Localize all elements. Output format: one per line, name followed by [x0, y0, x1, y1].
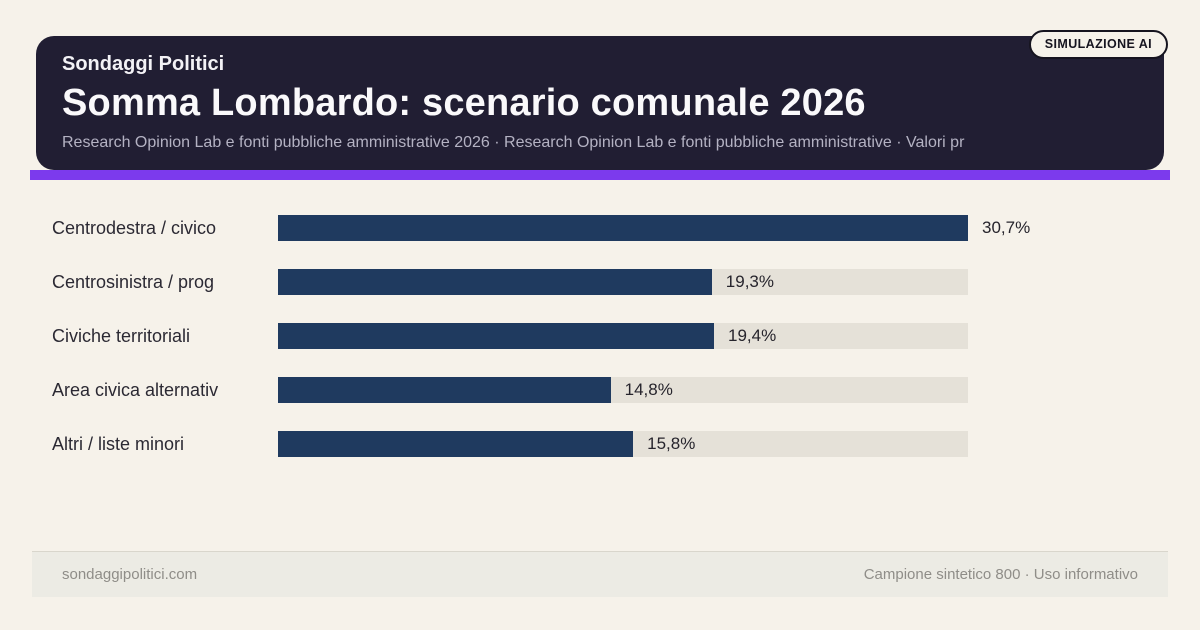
category-label: Civiche territoriali [52, 325, 191, 346]
bar-fill [278, 377, 611, 403]
bar-track: 15,8% [278, 431, 968, 457]
chart-row: Altri / liste minori 15,8% [52, 431, 1172, 457]
value-label: 14,8% [624, 380, 673, 399]
chart-row: Area civica alternativ 14,8% [52, 377, 1172, 403]
chart-row: Centrosinistra / prog 19,3% [52, 269, 1172, 295]
bar-track: 19,4% [278, 323, 968, 349]
page-title: Somma Lombardo: scenario comunale 2026 [62, 82, 866, 124]
bar-track: 14,8% [278, 377, 968, 403]
footer-site: sondaggipolitici.com [62, 566, 198, 583]
header-kicker: Sondaggi Politici [62, 53, 225, 75]
simulation-badge: SIMULAZIONE AI [1028, 30, 1168, 59]
bar-track: 19,3% [278, 269, 968, 295]
bar-fill [278, 431, 634, 457]
chart-row: Civiche territoriali 19,4% [52, 323, 1172, 349]
category-label: Altri / liste minori [52, 433, 185, 454]
bar-track: 30,7% [278, 215, 1030, 241]
category-label: Centrodestra / civico [52, 217, 217, 238]
footer: sondaggipolitici.com Campione sintetico … [32, 551, 1168, 597]
header-subtitle: Research Opinion Lab e fonti pubbliche a… [62, 134, 965, 151]
value-label: 30,7% [982, 218, 1031, 237]
value-label: 19,4% [728, 326, 777, 345]
value-label: 19,3% [725, 272, 774, 291]
category-label: Centrosinistra / prog [52, 271, 215, 292]
bar-fill [278, 215, 968, 241]
bar-chart: Centrodestra / civico 30,7% Centrosinistra… [52, 215, 1172, 457]
bar-fill [278, 323, 714, 349]
bar-fill [278, 269, 712, 295]
accent-bar [30, 170, 1170, 180]
header-card: Sondaggi Politici Somma Lombardo: scenar… [36, 36, 1164, 170]
category-label: Area civica alternativ [52, 379, 219, 400]
footer-note: Campione sintetico 800 · Uso informativo [863, 566, 1138, 583]
value-label: 15,8% [647, 434, 696, 453]
chart-row: Centrodestra / civico 30,7% [52, 215, 1172, 241]
